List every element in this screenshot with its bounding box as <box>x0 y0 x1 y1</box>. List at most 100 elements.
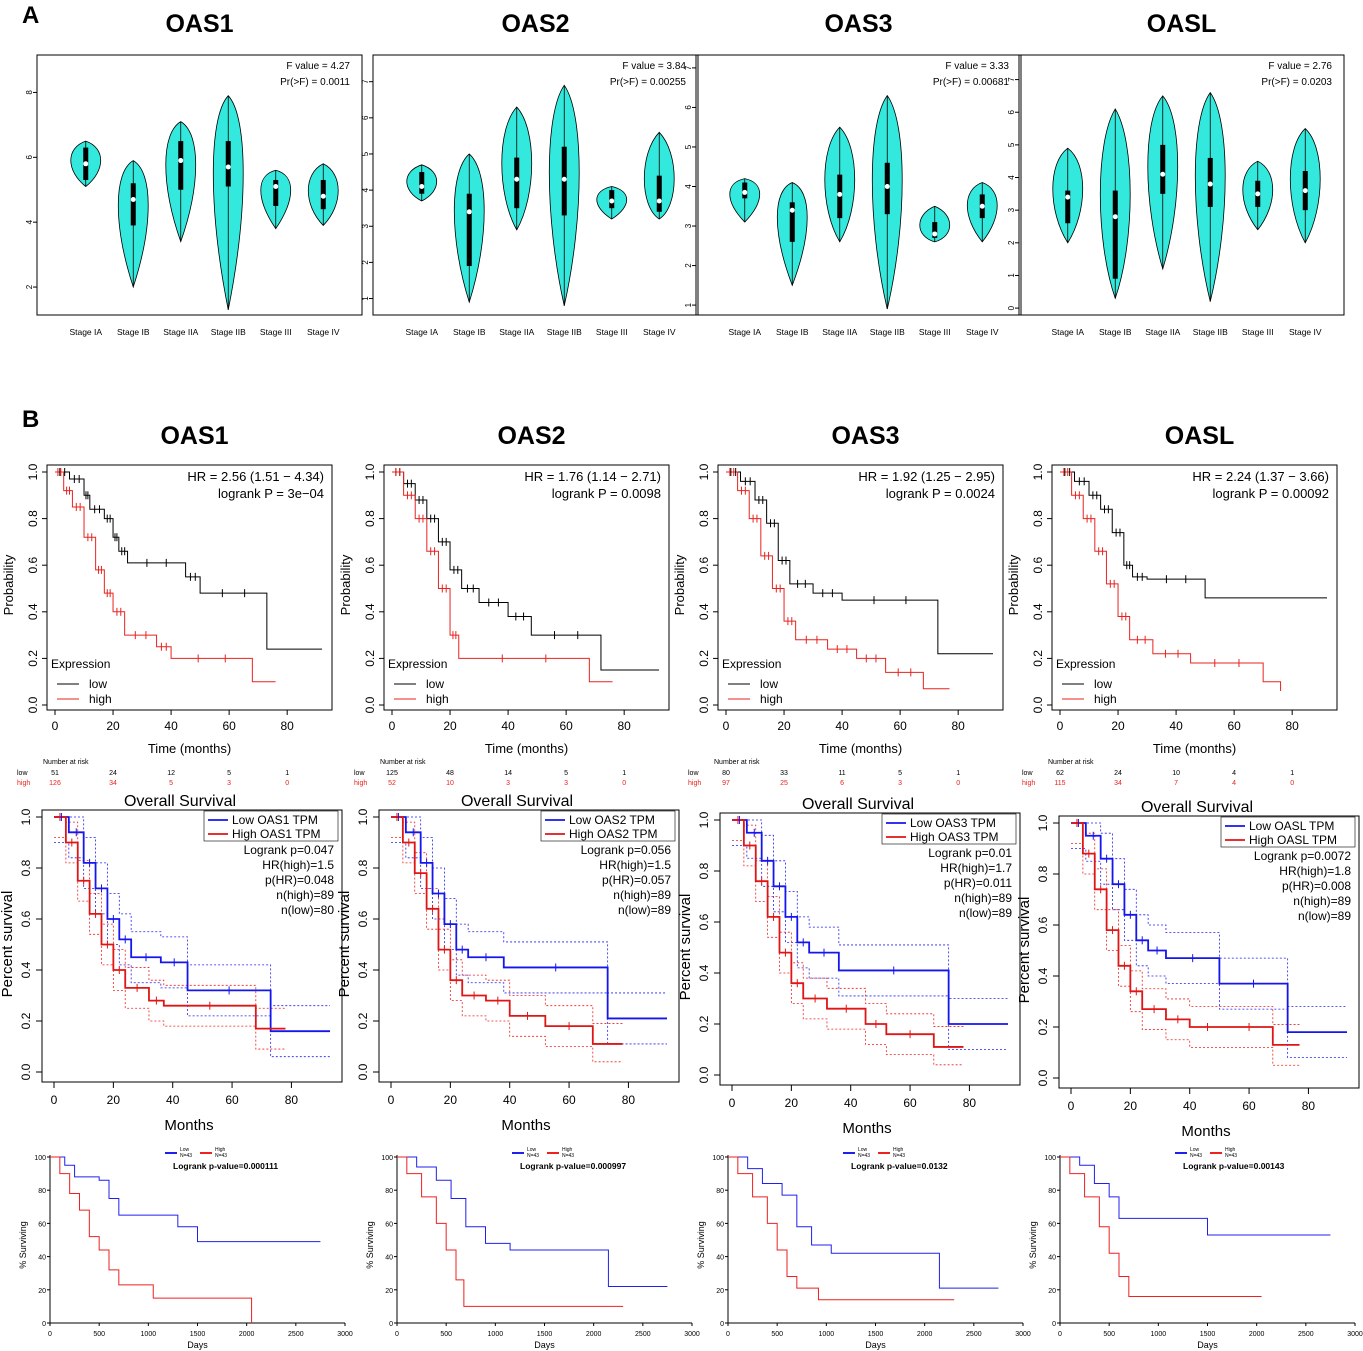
violin-median <box>225 164 231 170</box>
risk-low-count: 51 <box>51 770 59 777</box>
panel-label-b: B <box>22 406 40 433</box>
risk-low-count: 1 <box>956 770 960 777</box>
y-tick-label: 60 <box>38 1221 46 1228</box>
x-tick-label: 40 <box>1183 1099 1197 1113</box>
x-tick-label: 60 <box>225 1093 239 1107</box>
gepia-title: Overall Survival <box>124 793 236 810</box>
y-tick-label: 6 <box>361 115 370 120</box>
km-high-curve <box>55 471 276 683</box>
x-tick-label: Stage IB <box>453 327 486 337</box>
violin-box <box>225 141 231 187</box>
legend-low-label: Low OAS3 TPM <box>910 816 996 830</box>
x-tick-label: 60 <box>893 719 907 733</box>
legend-title: Expression <box>388 657 447 671</box>
ci-high-upper <box>1071 822 1300 1025</box>
risk-high-count: 25 <box>780 780 788 787</box>
y-tick-label: 6 <box>684 105 693 110</box>
gepia-stat: n(high)=89 <box>1293 894 1351 908</box>
ci-low-lower <box>54 842 330 1058</box>
f-value-text: F value = 2.76 <box>1268 61 1332 72</box>
y-tick-label: 0.4 <box>697 964 711 981</box>
risk-high-count: 126 <box>49 780 61 787</box>
x-tick-label: 0 <box>48 1331 52 1338</box>
x-tick-label: 0 <box>388 1093 395 1107</box>
y-axis-label: % Surviving <box>1028 1221 1038 1269</box>
ci-low-lower <box>391 842 667 1045</box>
y-tick-label: 5 <box>361 151 370 156</box>
y-tick-label: 0.0 <box>1031 696 1045 713</box>
x-tick-label: 2000 <box>1249 1331 1265 1338</box>
x-axis-label: Days <box>534 1340 555 1350</box>
y-tick-label: 0.2 <box>1036 1018 1050 1035</box>
y-axis-label: Probability <box>1 554 16 615</box>
risk-high-count: 52 <box>388 780 396 787</box>
x-axis-label: Months <box>164 1117 213 1134</box>
y-tick-label: 0 <box>42 1321 46 1328</box>
x-tick-label: 500 <box>1103 1331 1115 1338</box>
y-axis-label: Percent survival <box>336 891 353 998</box>
x-axis-label: Time (months) <box>485 741 568 756</box>
violin-box <box>1112 190 1118 279</box>
x-tick-label: 3000 <box>337 1331 353 1338</box>
y-tick-label: 0.4 <box>1036 967 1050 984</box>
x-tick-label: 80 <box>622 1093 636 1107</box>
risk-high-count: 4 <box>1232 780 1236 787</box>
y-tick-label: 0.2 <box>1031 650 1045 667</box>
gepia-title: Overall Survival <box>461 793 573 810</box>
legend-high-label: high <box>760 692 783 706</box>
plot-frame <box>378 809 680 1083</box>
y-tick-label: 0 <box>389 1321 393 1328</box>
legend-high-n: N=43 <box>562 1153 574 1159</box>
violin-box <box>273 180 279 206</box>
ci-high-lower <box>54 837 286 1050</box>
violin-median <box>609 198 615 204</box>
pr-value-text: Pr(>F) = 0.00255 <box>610 77 687 88</box>
oncolnc-high-curve <box>397 1156 624 1307</box>
y-tick-label: 4 <box>684 184 693 189</box>
x-axis-label: Months <box>501 1117 550 1134</box>
plot-frame <box>695 54 1022 316</box>
violin-box <box>466 193 472 267</box>
violin-chart-OASL: 0 1 2 3 4 5 6 7 F value = 2.76 Pr(>F) = 0.0203 Sta… <box>1007 54 1345 337</box>
x-tick-label: 20 <box>1111 719 1125 733</box>
legend-low-n: N=43 <box>1190 1153 1202 1159</box>
x-tick-label: 500 <box>771 1331 783 1338</box>
risk-low-count: 5 <box>898 770 902 777</box>
y-tick-label: 40 <box>38 1255 46 1262</box>
x-tick-label: Stage IIB <box>211 327 246 337</box>
logrank-text: logrank P = 0.0098 <box>552 486 661 501</box>
plot-frame <box>1018 54 1345 316</box>
pr-value-text: Pr(>F) = 0.0011 <box>280 77 350 88</box>
km-chart-OAS3: 0.0 0.2 0.4 0.6 0.8 1.0 Probability 0 20 40 60 80 Ti… <box>672 463 1004 756</box>
oncolnc-low-curve <box>50 1156 321 1243</box>
legend-box <box>540 810 676 842</box>
km-low-curve <box>392 471 659 671</box>
x-tick-label: 20 <box>777 719 791 733</box>
x-tick-label: 20 <box>106 719 120 733</box>
risk-low-count: 5 <box>227 770 231 777</box>
y-tick-label: 4 <box>1007 175 1016 180</box>
x-tick-label: 0 <box>52 719 59 733</box>
violin-chart-OAS1: 2 4 6 8 F value = 4.27 Pr(>F) = 0.0011 Stage I… <box>25 54 363 337</box>
ci-high-upper <box>732 819 964 1027</box>
x-tick-label: 3000 <box>684 1331 700 1338</box>
risk-high-count: 6 <box>840 780 844 787</box>
violin-box <box>932 222 938 238</box>
gepia-stat: HR(high)=1.5 <box>262 858 334 872</box>
gepia-stat: Logrank p=0.01 <box>928 846 1012 860</box>
y-tick-label: 0 <box>720 1321 724 1328</box>
logrank-text: Logrank p-value=0.000111 <box>173 1161 278 1171</box>
legend-high-label: high <box>1094 692 1117 706</box>
x-tick-label: 80 <box>1285 719 1299 733</box>
plot-frame <box>46 464 333 711</box>
legend-high-label: High <box>1225 1147 1236 1153</box>
x-tick-label: 1500 <box>190 1331 206 1338</box>
risk-high-count: 0 <box>622 780 626 787</box>
violin-box <box>514 157 520 209</box>
violin-median <box>1207 181 1213 187</box>
y-tick-label: 0.8 <box>356 859 370 876</box>
km-title-OAS2: OAS2 <box>497 422 566 450</box>
legend-low-label: low <box>760 677 778 691</box>
